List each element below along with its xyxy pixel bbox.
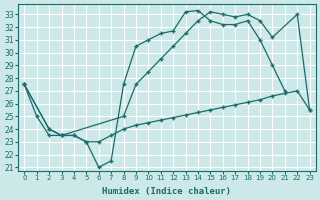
X-axis label: Humidex (Indice chaleur): Humidex (Indice chaleur) [102,187,231,196]
